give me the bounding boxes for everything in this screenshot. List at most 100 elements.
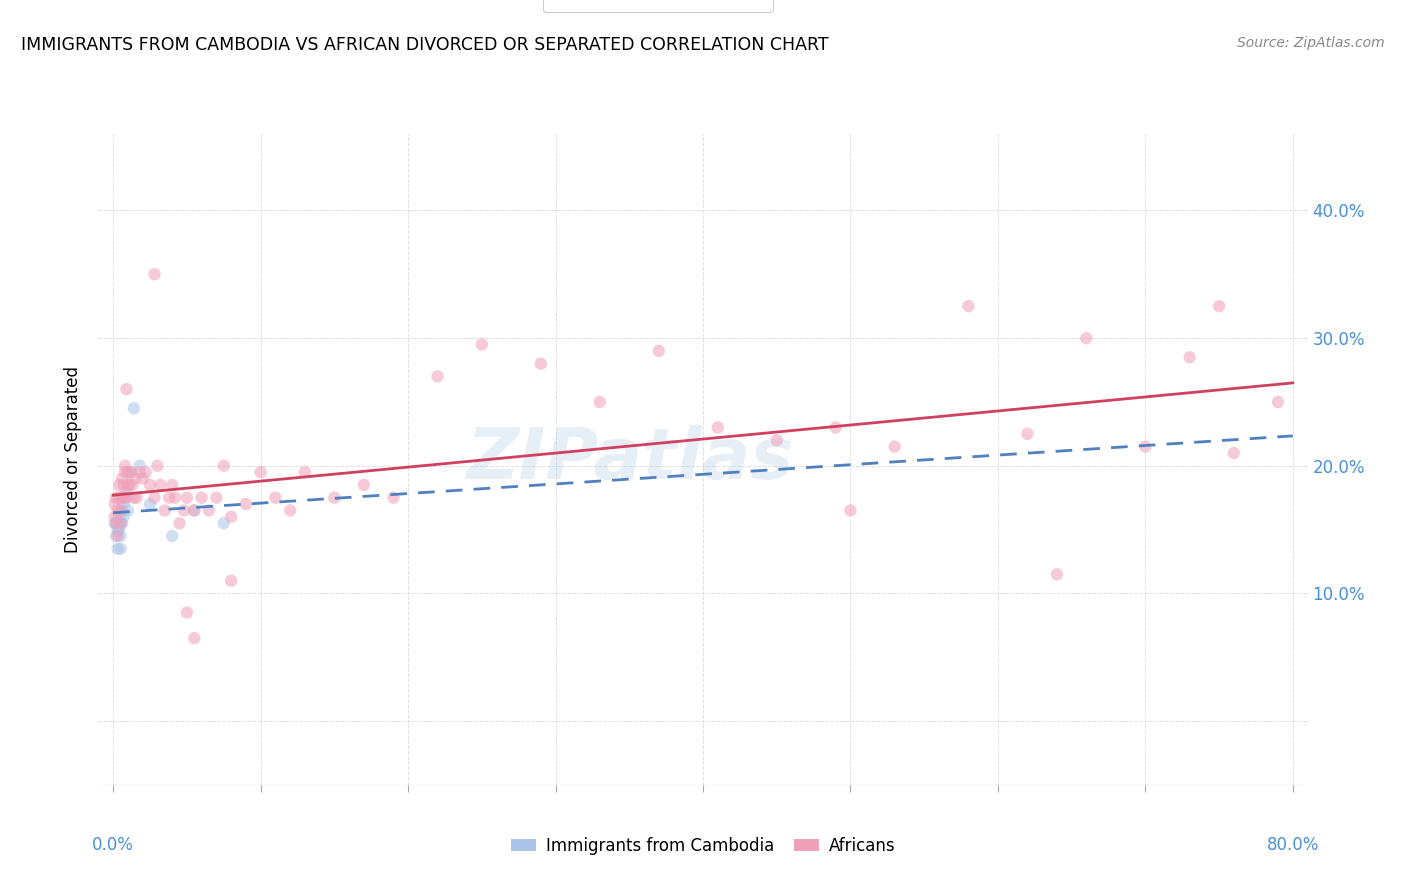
- Point: [212, 516, 235, 531]
- Point: [111, 491, 134, 505]
- Point: [117, 465, 139, 479]
- Point: [157, 491, 180, 505]
- Point: [108, 478, 131, 492]
- Point: [160, 478, 183, 492]
- Point: [117, 478, 139, 492]
- Point: [149, 478, 172, 492]
- Text: IMMIGRANTS FROM CAMBODIA VS AFRICAN DIVORCED OR SEPARATED CORRELATION CHART: IMMIGRANTS FROM CAMBODIA VS AFRICAN DIVO…: [21, 36, 828, 54]
- Point: [107, 541, 129, 556]
- Point: [107, 503, 129, 517]
- Point: [176, 606, 198, 620]
- Point: [139, 478, 162, 492]
- Point: [353, 478, 375, 492]
- Point: [235, 497, 257, 511]
- Point: [212, 458, 235, 473]
- Point: [122, 401, 145, 416]
- Point: [120, 465, 142, 479]
- Point: [108, 509, 131, 524]
- Point: [111, 503, 134, 517]
- Point: [112, 509, 135, 524]
- Point: [104, 497, 127, 511]
- Point: [839, 503, 862, 517]
- Point: [219, 574, 242, 588]
- Point: [278, 503, 301, 517]
- Point: [1076, 331, 1098, 345]
- Point: [108, 491, 131, 505]
- Point: [135, 465, 157, 479]
- Point: [323, 491, 346, 505]
- Point: [115, 382, 138, 396]
- Point: [104, 509, 127, 524]
- Point: [120, 465, 142, 479]
- Point: [153, 503, 176, 517]
- Point: [706, 420, 728, 434]
- Point: [105, 491, 128, 505]
- Point: [589, 395, 612, 409]
- Point: [1208, 299, 1230, 313]
- Point: [198, 503, 221, 517]
- Point: [183, 503, 205, 517]
- Point: [183, 503, 205, 517]
- Legend: Immigrants from Cambodia, Africans: Immigrants from Cambodia, Africans: [503, 830, 903, 862]
- Point: [105, 529, 128, 543]
- Point: [112, 491, 135, 505]
- Point: [294, 465, 316, 479]
- Point: [219, 509, 242, 524]
- Point: [115, 491, 138, 505]
- Point: [957, 299, 980, 313]
- Point: [121, 478, 143, 492]
- Point: [160, 529, 183, 543]
- Point: [110, 529, 132, 543]
- Point: [165, 491, 187, 505]
- Point: [139, 497, 162, 511]
- Point: [114, 491, 136, 505]
- Point: [648, 343, 671, 358]
- Point: [176, 491, 198, 505]
- Point: [1046, 567, 1069, 582]
- Point: [128, 465, 150, 479]
- Point: [883, 440, 905, 454]
- Point: [169, 516, 191, 531]
- Point: [264, 491, 287, 505]
- Point: [530, 357, 553, 371]
- Point: [426, 369, 449, 384]
- Point: [115, 484, 138, 499]
- Point: [765, 434, 787, 448]
- Point: [108, 523, 131, 537]
- Point: [111, 516, 134, 531]
- Point: [112, 497, 135, 511]
- Point: [1267, 395, 1289, 409]
- Point: [110, 516, 132, 531]
- Point: [111, 491, 134, 505]
- Point: [110, 541, 132, 556]
- Text: 80.0%: 80.0%: [1267, 836, 1319, 854]
- Point: [104, 516, 127, 531]
- Text: 0.0%: 0.0%: [93, 836, 134, 854]
- Point: [471, 337, 494, 351]
- Point: [1017, 426, 1039, 441]
- Point: [111, 471, 134, 485]
- Point: [205, 491, 228, 505]
- Point: [124, 471, 146, 485]
- Point: [143, 491, 166, 505]
- Point: [131, 471, 153, 485]
- Point: [143, 267, 166, 281]
- Point: [117, 503, 139, 517]
- Point: [105, 516, 128, 531]
- Point: [128, 458, 150, 473]
- Y-axis label: Divorced or Separated: Divorced or Separated: [65, 366, 83, 553]
- Point: [146, 458, 169, 473]
- Point: [110, 516, 132, 531]
- Point: [107, 523, 129, 537]
- Point: [1178, 350, 1201, 364]
- Point: [112, 478, 135, 492]
- Point: [1135, 440, 1157, 454]
- Point: [105, 516, 128, 531]
- Point: [824, 420, 846, 434]
- Point: [125, 491, 148, 505]
- Point: [122, 491, 145, 505]
- Point: [249, 465, 271, 479]
- Point: [183, 631, 205, 645]
- Point: [1223, 446, 1246, 460]
- Text: Source: ZipAtlas.com: Source: ZipAtlas.com: [1237, 36, 1385, 50]
